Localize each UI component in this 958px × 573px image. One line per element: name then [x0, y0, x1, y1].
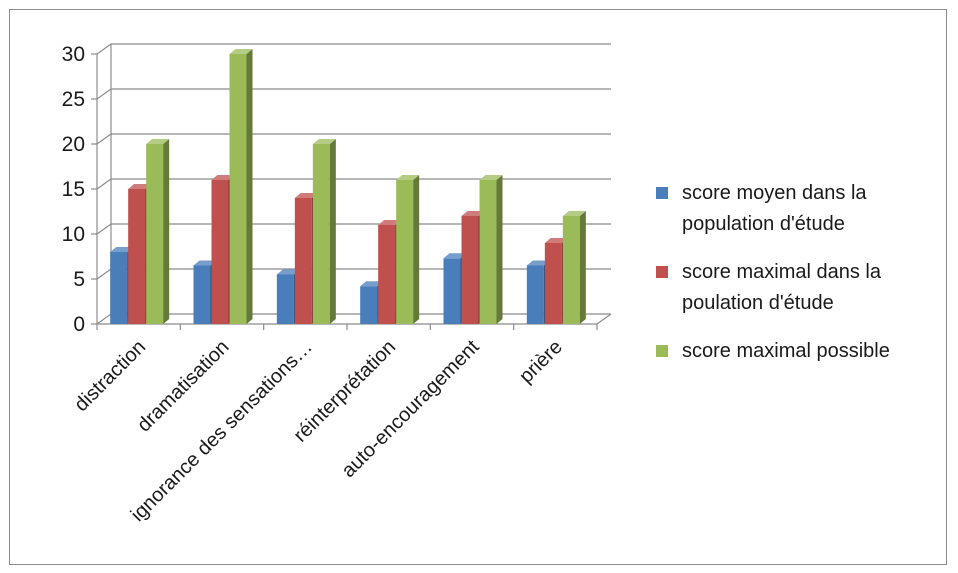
legend-item-mean: score moyen dans la population d'étude [654, 178, 954, 240]
gridline-diagonal-0 [96, 313, 112, 325]
bar-2-4-side [496, 175, 503, 324]
legend: score moyen dans la population d'étude s… [654, 178, 954, 384]
legend-swatch-mean [656, 187, 668, 199]
bar-2-5-side [579, 211, 586, 324]
bar-1-3-top [378, 220, 402, 225]
y-tick-label-5: 25 [62, 88, 85, 111]
bar-1-4 [461, 216, 479, 324]
legend-label-max-population: score maximal dans la poulation d'étude [682, 261, 881, 314]
bar-2-2-side [329, 139, 336, 324]
bar-0-2-top [276, 269, 300, 275]
gridline-diagonal-5 [96, 88, 112, 100]
bar-0-1-top [193, 260, 217, 266]
gridline-diagonal-2 [96, 223, 112, 235]
legend-item-max-population: score maximal dans la poulation d'étude [654, 257, 954, 319]
bar-0-3-top [360, 281, 384, 287]
bar-2-0-top [146, 139, 170, 144]
bar-2-0-side [163, 139, 170, 324]
bar-2-0 [146, 144, 164, 324]
x-category-label-4: auto-encouragement [337, 336, 483, 482]
bar-0-4 [443, 258, 461, 324]
bar-0-3 [360, 286, 378, 324]
y-tick-label-1: 5 [73, 268, 85, 291]
legend-item-max-possible: score maximal possible [654, 336, 954, 367]
bar-2-2-top [312, 139, 336, 144]
x-category-label-5: prière [515, 336, 567, 388]
bar-0-5 [526, 265, 544, 324]
bar-2-1-side [246, 49, 253, 324]
legend-label-max-possible: score maximal possible [682, 340, 890, 362]
bar-1-2 [294, 198, 312, 324]
bar-2-5-top [562, 211, 586, 216]
y-tick-label-4: 20 [62, 133, 85, 156]
bar-2-2 [312, 144, 330, 324]
bar-0-2 [276, 274, 294, 324]
bar-0-0-top [110, 247, 134, 252]
bar-2-3-side [413, 175, 420, 324]
floor-right-edge [596, 313, 612, 325]
x-category-label-0: distraction [70, 336, 150, 416]
bar-1-2-top [294, 193, 318, 198]
bar-1-4-top [461, 211, 485, 216]
gridline-diagonal-3 [96, 178, 112, 190]
bar-0-5-top [526, 260, 550, 266]
bar-0-0 [110, 252, 128, 324]
bar-1-0 [128, 189, 146, 324]
bar-0-1 [193, 265, 211, 324]
legend-label-mean: score moyen dans la population d'étude [682, 182, 867, 235]
bar-1-0-top [128, 184, 152, 189]
bar-1-3 [378, 225, 396, 324]
bar-1-1 [211, 180, 229, 324]
gridline-diagonal-1 [96, 268, 112, 280]
bar-1-5 [544, 243, 562, 324]
y-tick-label-3: 15 [62, 178, 85, 201]
y-tick-label-0: 0 [73, 313, 85, 336]
bar-2-3 [396, 180, 414, 324]
bar-2-1-top [229, 49, 253, 54]
bar-2-4-top [479, 175, 503, 180]
bar-2-5 [562, 216, 580, 324]
bar-0-4-top [443, 253, 467, 259]
bar-2-3-top [396, 175, 420, 180]
bar-1-1-top [211, 175, 235, 180]
gridline-diagonal-6 [96, 43, 112, 55]
y-tick-label-6: 30 [62, 43, 85, 66]
bar-2-4 [479, 180, 497, 324]
legend-swatch-max-possible [656, 345, 668, 357]
y-tick-label-2: 10 [62, 223, 85, 246]
legend-swatch-max-population [656, 266, 668, 278]
bar-2-1 [229, 54, 247, 324]
bar-1-5-top [544, 238, 568, 243]
gridline-diagonal-4 [96, 133, 112, 145]
